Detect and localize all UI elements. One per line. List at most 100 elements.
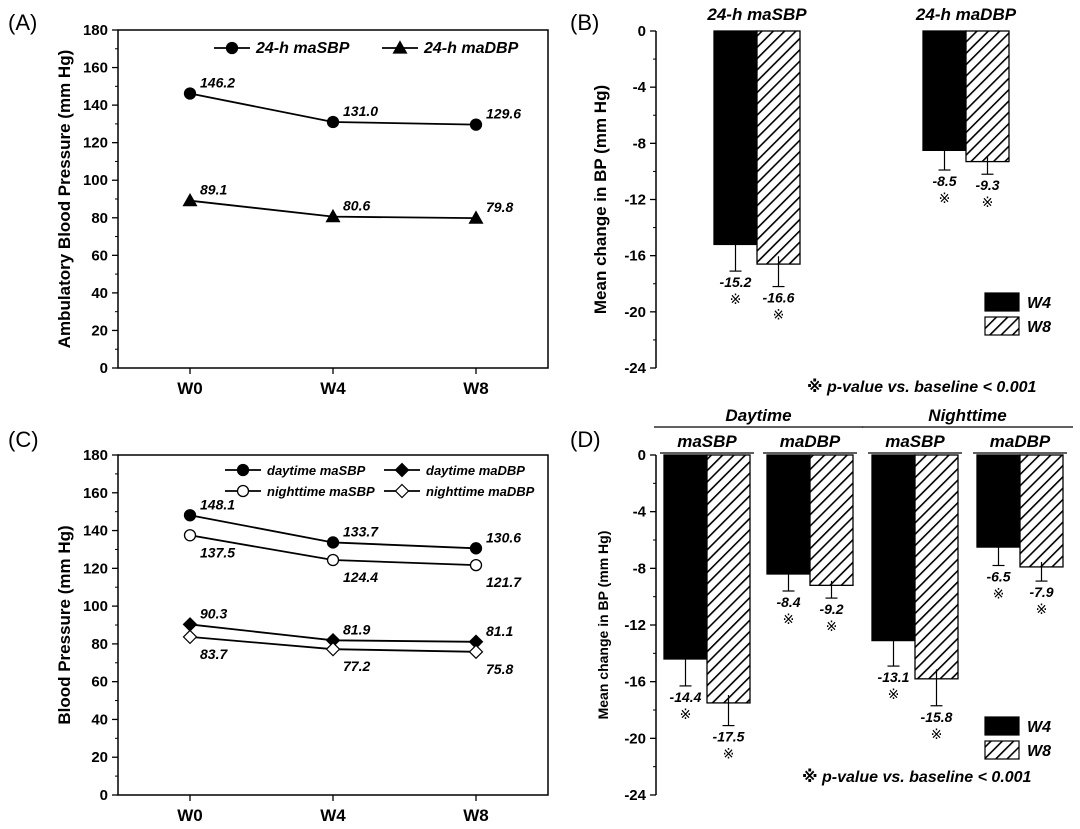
y-tick-label: 160 (83, 485, 108, 502)
data-label: -9.3 (975, 177, 999, 193)
data-label: -16.6 (763, 290, 795, 306)
significance-mark: ※ (680, 706, 692, 722)
panel-label: (C) (8, 427, 39, 452)
data-label: 90.3 (200, 605, 227, 621)
legend-marker (236, 463, 250, 477)
data-point (469, 542, 483, 555)
data-point (469, 118, 483, 131)
bar-w4 (713, 30, 758, 246)
legend-label: W4 (1027, 295, 1051, 312)
significance-mark: ※ (982, 194, 994, 210)
significance-mark: ※ (773, 307, 785, 323)
data-label: 81.9 (343, 621, 370, 637)
significance-mark: ※ (826, 618, 838, 634)
data-label: 146.2 (200, 74, 235, 90)
y-axis-label: Mean change in BP (mm Hg) (591, 85, 610, 314)
y-tick-label: -12 (624, 192, 646, 209)
legend-marker (392, 40, 408, 54)
footnote: ※ p-value vs. baseline < 0.001 (807, 378, 1037, 396)
significance-mark: ※ (730, 291, 742, 307)
data-label: -8.4 (776, 594, 800, 610)
y-tick-label: 80 (91, 210, 108, 227)
plot-frame (117, 29, 549, 369)
bar-w8 (965, 30, 1010, 163)
y-tick-label: -20 (624, 304, 646, 321)
x-tick-label: W0 (177, 379, 203, 398)
legend-label: daytime maSBP (267, 463, 366, 478)
data-label: -9.2 (819, 601, 843, 617)
y-tick-label: -20 (624, 730, 646, 747)
legend-label: daytime maDBP (426, 463, 525, 478)
data-label: 81.1 (486, 623, 513, 639)
legend-label: nighttime maSBP (267, 484, 375, 499)
panel-label: (D) (570, 427, 601, 452)
data-label: 121.7 (486, 574, 522, 590)
y-tick-label: -4 (633, 79, 647, 96)
significance-mark: ※ (723, 746, 735, 762)
y-tick-label: 20 (91, 322, 108, 339)
data-point (468, 210, 484, 224)
data-label: 80.6 (343, 198, 370, 214)
x-tick-label: W8 (463, 806, 489, 825)
y-tick-label: -12 (624, 617, 646, 634)
y-tick-label: 20 (91, 749, 108, 766)
y-tick-label: 100 (83, 598, 108, 615)
y-tick-label: 0 (638, 23, 646, 40)
bar-w4 (871, 454, 916, 642)
data-label: -8.5 (932, 173, 956, 189)
bar-w4 (766, 454, 811, 575)
y-tick-label: 120 (83, 560, 108, 577)
y-tick-label: 140 (83, 523, 108, 540)
data-point (326, 553, 340, 567)
data-point (326, 536, 340, 549)
data-point (325, 641, 341, 657)
category-label: 24-h maDBP (915, 5, 1017, 24)
data-label: -7.9 (1029, 584, 1053, 600)
significance-mark: ※ (931, 726, 943, 742)
y-tick-label: 80 (91, 636, 108, 653)
data-label: 75.8 (486, 661, 513, 677)
data-label: 129.6 (486, 106, 521, 122)
legend-marker (236, 484, 250, 498)
panel-label: (B) (570, 10, 599, 35)
data-point (468, 644, 484, 660)
data-point (183, 529, 197, 542)
legend-swatch (984, 316, 1020, 336)
legend-marker (394, 483, 410, 499)
panel-label: (A) (8, 10, 37, 35)
legend-label: 24-h maDBP (423, 40, 519, 57)
footnote: ※ p-value vs. baseline < 0.001 (802, 768, 1032, 786)
bar-w8 (914, 454, 959, 680)
data-label: -15.8 (921, 709, 953, 725)
y-tick-label: 60 (91, 247, 108, 264)
y-tick-label: -24 (624, 787, 646, 804)
y-tick-label: 40 (91, 711, 108, 728)
data-point (469, 558, 483, 572)
data-point (326, 115, 340, 129)
bar-w8 (756, 30, 801, 265)
legend-label: W8 (1027, 319, 1051, 336)
legend-swatch (984, 740, 1020, 760)
legend-marker (394, 462, 410, 478)
y-tick-label: 180 (83, 447, 108, 464)
x-tick-label: W4 (320, 806, 346, 825)
data-label: -15.2 (720, 274, 752, 290)
bar-w8 (706, 454, 751, 704)
y-tick-label: 0 (638, 447, 646, 464)
y-tick-label: -16 (624, 674, 646, 691)
significance-mark: ※ (783, 611, 795, 627)
data-label: 124.4 (343, 569, 378, 585)
data-label: -17.5 (713, 729, 745, 745)
data-point (182, 617, 198, 632)
y-tick-label: 0 (100, 360, 108, 377)
y-tick-label: 140 (83, 97, 108, 114)
x-tick-label: W0 (177, 806, 203, 825)
y-tick-label: 180 (83, 22, 108, 39)
group-label: Nighttime (928, 406, 1006, 425)
significance-mark: ※ (993, 586, 1005, 602)
legend-label: 24-h maSBP (255, 40, 350, 57)
data-label: 133.7 (343, 523, 379, 539)
data-label: 77.2 (343, 658, 370, 674)
y-tick-label: -4 (633, 504, 647, 521)
